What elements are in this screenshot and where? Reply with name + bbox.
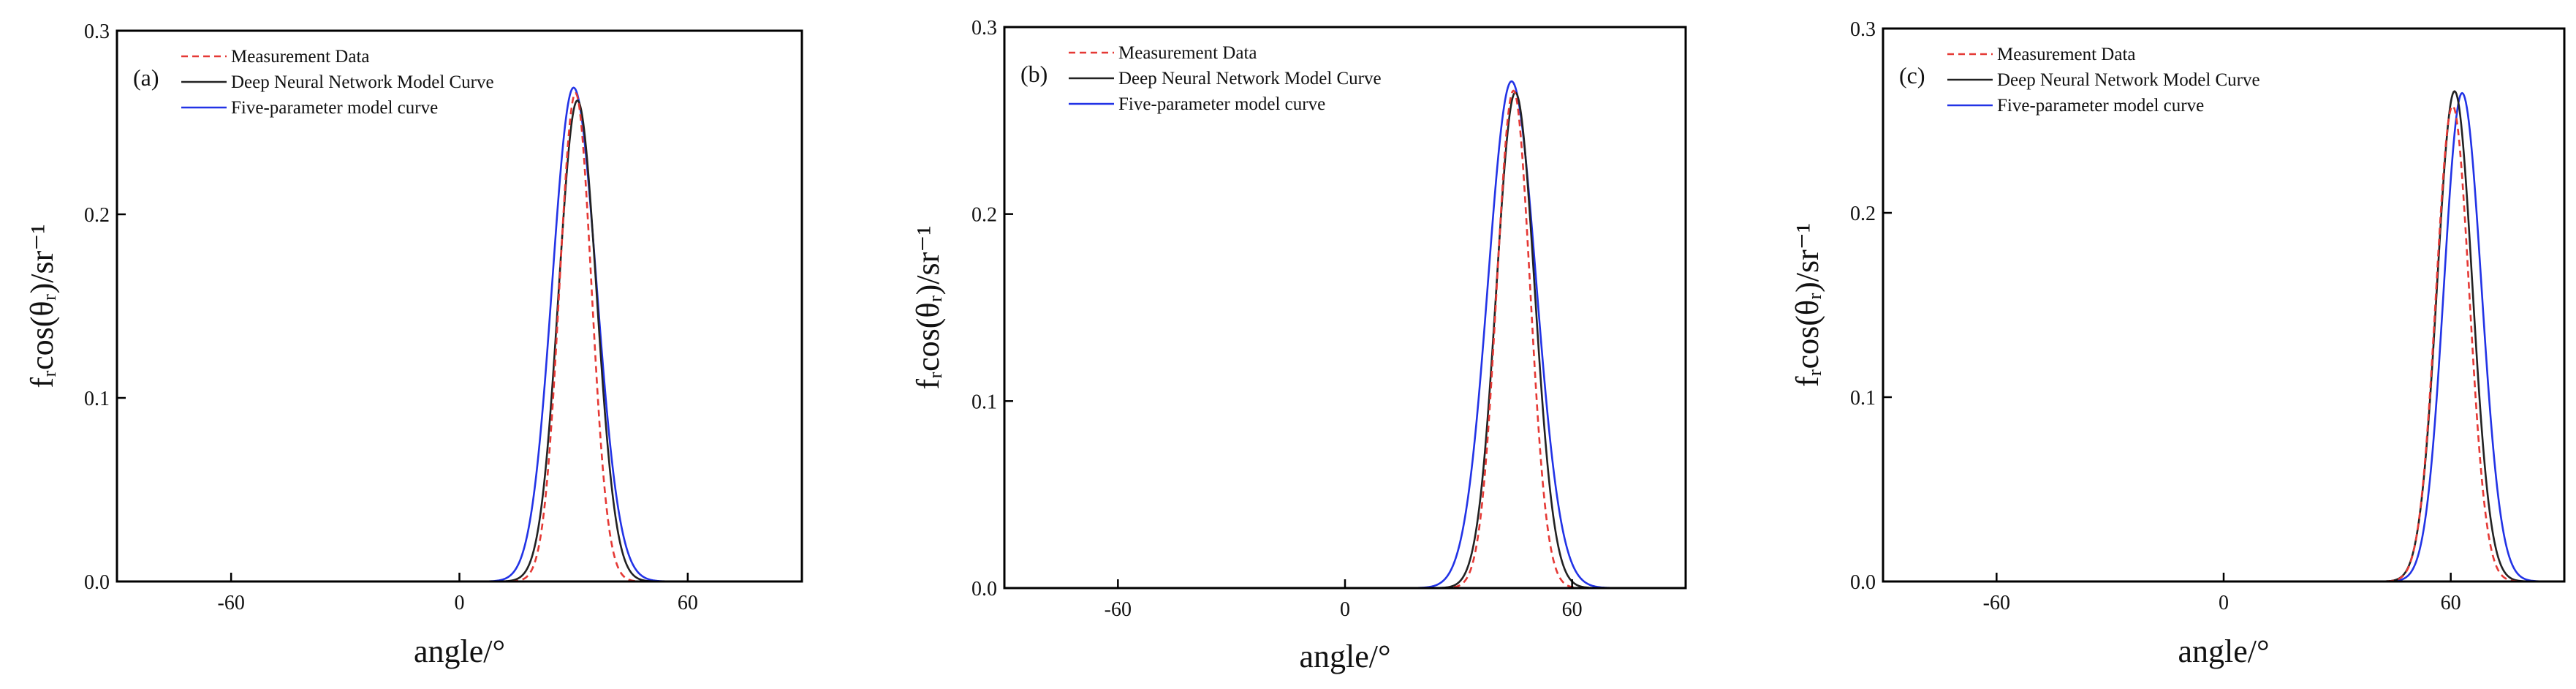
- y-tick-label: 0.2: [84, 204, 110, 227]
- legend-label-1: Deep Neural Network Model Curve: [1997, 70, 2260, 90]
- y-axis-label: fᵣcos(θᵣ)/sr⁻¹: [1789, 223, 1825, 387]
- y-axis-label: fᵣcos(θᵣ)/sr⁻¹: [910, 225, 946, 389]
- series-line-2: [117, 86, 802, 581]
- y-tick-label: 0.0: [1850, 571, 1876, 594]
- x-tick-label: -60: [1983, 592, 2010, 614]
- chart-panel-0: 0.0 0.1 0.2 0.3 -60 0 60 angle/° fᵣcos(θᵣ)/sr⁻¹ (…: [24, 20, 803, 669]
- panel-label: (b): [1020, 61, 1048, 87]
- legend-label-2: Five-parameter model curve: [1997, 96, 2204, 116]
- legend-label-2: Five-parameter model curve: [1118, 94, 1325, 114]
- chart-panel-1: 0.0 0.1 0.2 0.3 -60 0 60 angle/° fᵣcos(θᵣ)/sr⁻¹ (…: [910, 17, 1687, 674]
- series-line-0: [1004, 89, 1686, 588]
- panel-label: (c): [1899, 62, 1925, 89]
- series-line-0: [117, 92, 802, 581]
- legend-label-0: Measurement Data: [231, 47, 370, 67]
- panel-label: (a): [133, 64, 159, 91]
- series-line-2: [1004, 80, 1686, 588]
- plot-frame: [1882, 27, 2566, 583]
- x-tick-label: 60: [2441, 592, 2461, 614]
- x-tick-label: 60: [678, 592, 698, 614]
- y-tick-label: 0.1: [971, 391, 997, 413]
- x-tick-label: 0: [1340, 598, 1350, 621]
- y-tick-label: 0.1: [1850, 387, 1876, 410]
- y-axis-label: fᵣcos(θᵣ)/sr⁻¹: [24, 224, 60, 388]
- series-group: [1883, 90, 2564, 581]
- x-axis-label: angle/°: [414, 633, 505, 669]
- legend-label-2: Five-parameter model curve: [231, 98, 438, 118]
- legend-label-1: Deep Neural Network Model Curve: [1118, 69, 1382, 89]
- series-line-2: [1883, 91, 2564, 581]
- x-tick-label: 0: [455, 592, 465, 614]
- legend-label-1: Deep Neural Network Model Curve: [231, 72, 494, 92]
- y-tick-label: 0.0: [84, 571, 110, 594]
- x-tick-label: 60: [1562, 598, 1583, 621]
- x-tick-label: -60: [218, 592, 245, 614]
- y-tick-label: 0.0: [971, 578, 997, 600]
- x-tick-label: -60: [1105, 598, 1132, 621]
- y-tick-label: 0.2: [1850, 203, 1876, 225]
- series-line-1: [117, 99, 802, 581]
- y-tick-label: 0.3: [971, 17, 997, 39]
- series-group: [117, 86, 802, 581]
- y-tick-label: 0.1: [84, 388, 110, 410]
- series-line-1: [1883, 90, 2564, 581]
- x-axis-label: angle/°: [2178, 633, 2269, 669]
- series-group: [1004, 80, 1686, 588]
- plot-frame: [115, 29, 803, 583]
- legend-label-0: Measurement Data: [1997, 45, 2136, 64]
- series-line-1: [1004, 91, 1686, 588]
- x-axis-label: angle/°: [1299, 639, 1390, 674]
- y-tick-label: 0.3: [1850, 18, 1876, 41]
- y-tick-label: 0.3: [84, 20, 110, 43]
- y-tick-label: 0.2: [971, 204, 997, 227]
- plot-frame: [1003, 26, 1687, 590]
- legend-label-0: Measurement Data: [1118, 43, 1257, 63]
- x-tick-label: 0: [2219, 592, 2229, 614]
- series-line-0: [1883, 105, 2564, 581]
- chart-panel-2: 0.0 0.1 0.2 0.3 -60 0 60 angle/° fᵣcos(θᵣ)/sr⁻¹ (…: [1789, 18, 2566, 669]
